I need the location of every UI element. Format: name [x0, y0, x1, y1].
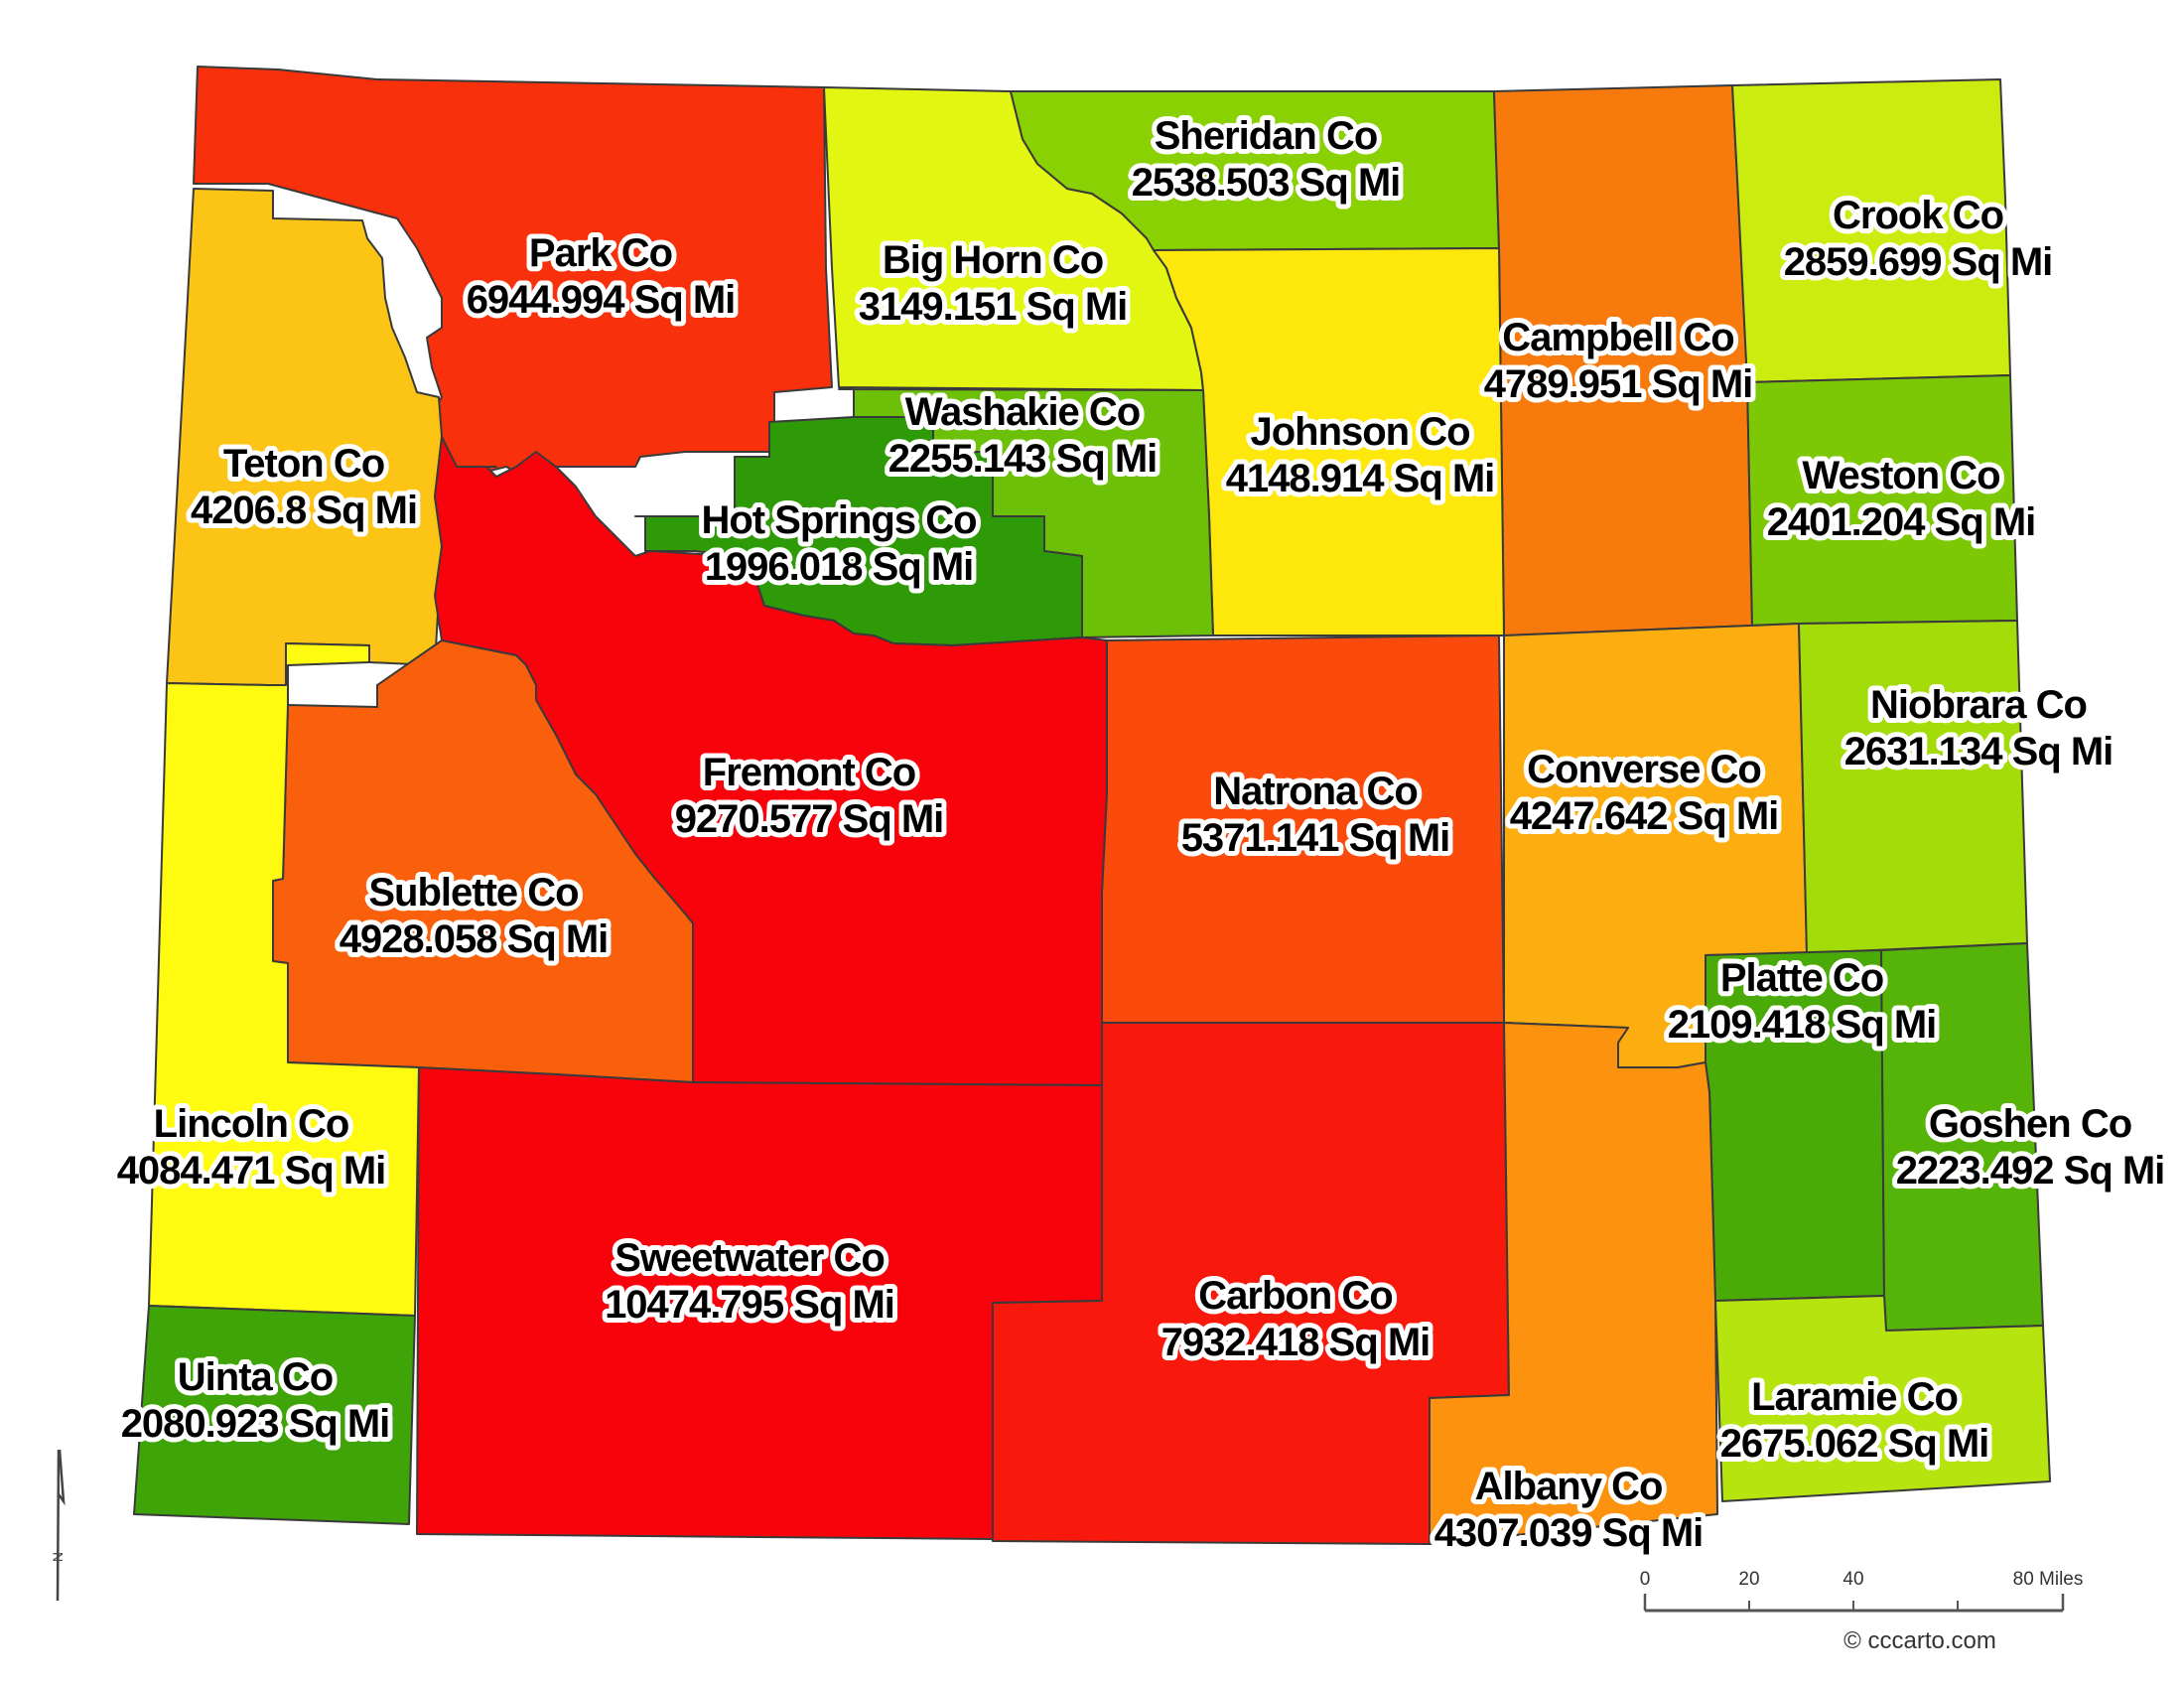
county-teton[interactable]: [166, 188, 443, 686]
svg-text:7932.418 Sq Mi: 7932.418 Sq Mi: [1161, 1321, 1431, 1364]
label-hotsprings: Hot Springs Co 1996.018 Sq Mi: [696, 493, 982, 594]
svg-text:2859.699 Sq Mi: 2859.699 Sq Mi: [1784, 240, 2053, 284]
svg-text:2223.492 Sq Mi: 2223.492 Sq Mi: [1896, 1149, 2165, 1193]
svg-text:4928.058 Sq Mi: 4928.058 Sq Mi: [340, 917, 609, 961]
label-washakie: Washakie Co 2255.143 Sq Mi: [884, 385, 1163, 486]
label-carbon: Carbon Co 7932.418 Sq Mi: [1157, 1269, 1436, 1369]
svg-text:Laramie Co: Laramie Co: [1751, 1375, 1958, 1419]
county-albany[interactable]: [1429, 1022, 1718, 1545]
label-lincoln: Lincoln Co 4084.471 Sq Mi: [112, 1097, 392, 1197]
svg-text:Lincoln Co: Lincoln Co: [154, 1102, 349, 1146]
label-bighorn: Big Horn Co 3149.151 Sq Mi: [854, 233, 1134, 334]
label-niobrara: Niobrara Co 2631.134 Sq Mi: [1840, 678, 2119, 778]
svg-text:Goshen Co: Goshen Co: [1929, 1102, 2131, 1146]
label-natrona: Natrona Co 5371.141 Sq Mi: [1176, 765, 1456, 865]
label-platte: Platte Co 2109.418 Sq Mi: [1663, 951, 1943, 1052]
svg-text:5371.141 Sq Mi: 5371.141 Sq Mi: [1181, 816, 1450, 860]
label-laramie: Laramie Co 2675.062 Sq Mi: [1715, 1370, 1995, 1471]
svg-text:4789.951 Sq Mi: 4789.951 Sq Mi: [1484, 362, 1753, 406]
scale-tick-0: 0: [1640, 1569, 1651, 1590]
scale-tick-80: 80 Miles: [2013, 1569, 2084, 1590]
svg-text:2675.062 Sq Mi: 2675.062 Sq Mi: [1720, 1422, 1989, 1466]
svg-text:Sublette Co: Sublette Co: [368, 871, 578, 914]
label-uinta: Uinta Co 2080.923 Sq Mi: [116, 1350, 396, 1451]
svg-text:10474.795 Sq Mi: 10474.795 Sq Mi: [605, 1283, 894, 1327]
label-sweetwater: Sweetwater Co 10474.795 Sq Mi: [600, 1231, 900, 1332]
svg-text:1996.018 Sq Mi: 1996.018 Sq Mi: [705, 545, 974, 589]
svg-text:4148.914 Sq Mi: 4148.914 Sq Mi: [1226, 457, 1495, 500]
label-goshen: Goshen Co 2223.492 Sq Mi: [1891, 1097, 2171, 1197]
svg-text:Park Co: Park Co: [529, 231, 672, 275]
svg-text:Niobrara Co: Niobrara Co: [1870, 683, 2087, 727]
label-sheridan: Sheridan Co 2538.503 Sq Mi: [1127, 109, 1407, 210]
svg-text:2401.204 Sq Mi: 2401.204 Sq Mi: [1767, 500, 2036, 544]
svg-text:2255.143 Sq Mi: 2255.143 Sq Mi: [888, 437, 1158, 481]
label-converse: Converse Co 4247.642 Sq Mi: [1505, 743, 1785, 843]
label-park: Park Co 6944.994 Sq Mi: [462, 226, 742, 327]
label-fremont: Fremont Co 9270.577 Sq Mi: [670, 746, 950, 846]
svg-text:4307.039 Sq Mi: 4307.039 Sq Mi: [1434, 1511, 1704, 1555]
svg-text:2109.418 Sq Mi: 2109.418 Sq Mi: [1668, 1003, 1937, 1047]
svg-text:4206.8 Sq Mi: 4206.8 Sq Mi: [191, 489, 417, 532]
svg-text:Uinta Co: Uinta Co: [178, 1355, 333, 1399]
svg-text:Sweetwater Co: Sweetwater Co: [614, 1236, 885, 1280]
county-campbell[interactable]: [1493, 84, 1753, 636]
county-niobrara[interactable]: [1798, 620, 2028, 954]
county-uinta[interactable]: [133, 1305, 416, 1525]
svg-text:2631.134 Sq Mi: 2631.134 Sq Mi: [1844, 730, 2114, 774]
label-campbell: Campbell Co 4789.951 Sq Mi: [1479, 311, 1759, 411]
svg-text:Washakie Co: Washakie Co: [905, 390, 1140, 434]
copyright-credit: © cccarto.com: [1843, 1627, 1996, 1654]
svg-text:2080.923 Sq Mi: 2080.923 Sq Mi: [121, 1402, 390, 1446]
svg-text:Campbell Co: Campbell Co: [1502, 316, 1733, 359]
svg-text:Johnson Co: Johnson Co: [1250, 410, 1469, 454]
svg-text:9270.577 Sq Mi: 9270.577 Sq Mi: [675, 797, 944, 841]
svg-text:Crook Co: Crook Co: [1833, 194, 2003, 237]
svg-text:Converse Co: Converse Co: [1527, 748, 1761, 791]
svg-text:6944.994 Sq Mi: 6944.994 Sq Mi: [467, 278, 736, 322]
svg-text:Hot Springs Co: Hot Springs Co: [701, 498, 976, 542]
svg-text:Weston Co: Weston Co: [1802, 454, 1999, 497]
svg-text:Platte Co: Platte Co: [1720, 956, 1883, 1000]
svg-text:Albany Co: Albany Co: [1475, 1465, 1663, 1508]
svg-text:3149.151 Sq Mi: 3149.151 Sq Mi: [859, 285, 1128, 329]
svg-text:Teton Co: Teton Co: [223, 442, 384, 486]
svg-text:N: N: [50, 1552, 66, 1562]
svg-text:4084.471 Sq Mi: 4084.471 Sq Mi: [117, 1149, 386, 1193]
svg-text:Sheridan Co: Sheridan Co: [1155, 114, 1378, 158]
scale-tick-40: 40: [1843, 1569, 1863, 1590]
scale-tick-20: 20: [1738, 1569, 1759, 1590]
svg-text:Fremont Co: Fremont Co: [703, 751, 915, 794]
scale-bar: 0 20 40 80 Miles: [1640, 1569, 2084, 1613]
svg-text:Natrona Co: Natrona Co: [1213, 770, 1418, 813]
svg-text:4247.642 Sq Mi: 4247.642 Sq Mi: [1510, 794, 1779, 838]
svg-text:Big Horn Co: Big Horn Co: [883, 238, 1103, 282]
svg-text:Carbon Co: Carbon Co: [1198, 1274, 1392, 1318]
label-sublette: Sublette Co 4928.058 Sq Mi: [335, 866, 614, 966]
label-johnson: Johnson Co 4148.914 Sq Mi: [1221, 405, 1501, 505]
label-albany: Albany Co 4307.039 Sq Mi: [1430, 1460, 1709, 1560]
county-laramie[interactable]: [1714, 1295, 2051, 1502]
label-crook: Crook Co 2859.699 Sq Mi: [1779, 189, 2059, 289]
label-teton: Teton Co 4206.8 Sq Mi: [186, 437, 423, 537]
label-weston: Weston Co 2401.204 Sq Mi: [1762, 449, 2042, 549]
svg-text:2538.503 Sq Mi: 2538.503 Sq Mi: [1132, 161, 1401, 205]
north-arrow-icon: N: [50, 1449, 66, 1602]
